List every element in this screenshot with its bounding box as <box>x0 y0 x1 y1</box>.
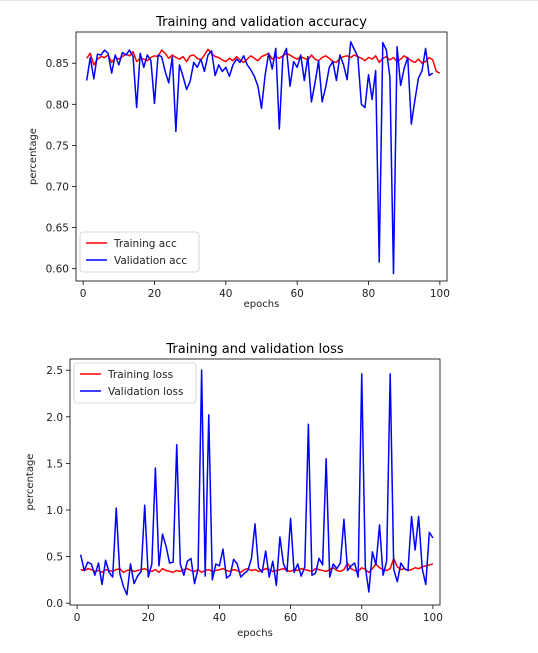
x-tick-label: 80 <box>355 612 368 624</box>
y-tick-label: 0.70 <box>46 181 69 193</box>
x-tick-label: 0 <box>74 612 81 624</box>
legend-box <box>73 362 197 404</box>
legend: Training loss Validation loss <box>73 362 197 404</box>
x-axis-label: epochs <box>244 299 280 310</box>
series-line-training <box>80 557 434 574</box>
x-tick-label: 60 <box>290 288 303 300</box>
y-tick-label: 1.0 <box>46 505 63 517</box>
x-tick-label: 60 <box>284 612 297 624</box>
y-tick-label: 0.75 <box>46 140 69 152</box>
plot-frame <box>75 31 448 282</box>
x-tick-label: 80 <box>362 288 375 300</box>
series-line-validation <box>79 369 434 596</box>
legend-label: Validation loss <box>108 386 183 398</box>
x-tick-label: 20 <box>148 288 161 300</box>
x-tick-label: 100 <box>423 612 443 624</box>
legend-box <box>79 231 200 273</box>
x-tick-label: 20 <box>142 612 155 624</box>
legend-label: Training acc <box>113 238 177 250</box>
y-tick-label: 0.80 <box>46 99 69 111</box>
y-tick-label: 0.85 <box>46 58 69 70</box>
x-tick-label: 100 <box>430 288 450 300</box>
top-separator-line <box>0 0 538 1</box>
chart-1: Training and validation accuracy 0 20 40 60 8… <box>28 15 450 310</box>
plot-frame <box>69 358 441 606</box>
chart-2: Training and validation loss 0 20 40 60 80 100… <box>25 342 443 639</box>
legend-label: Validation acc <box>114 255 187 267</box>
y-tick-label: 2.0 <box>46 412 63 424</box>
y-axis-label: percentage <box>28 128 39 185</box>
y-tick-label: 0.0 <box>46 598 63 610</box>
x-tick-label: 0 <box>80 288 87 300</box>
legend-label: Training loss <box>107 369 173 381</box>
y-axis-label: percentage <box>25 454 36 511</box>
x-tick-label: 40 <box>219 288 232 300</box>
chart-title: Training and validation loss <box>165 342 343 357</box>
y-tick-label: 0.5 <box>46 552 63 564</box>
y-tick-label: 0.60 <box>46 264 69 276</box>
series-line-validation <box>85 41 434 275</box>
legend: Training acc Validation acc <box>79 231 200 273</box>
y-tick-label: 0.65 <box>46 223 69 235</box>
y-tick-label: 1.5 <box>46 458 63 470</box>
x-axis-label: epochs <box>237 628 273 639</box>
chart-title: Training and validation accuracy <box>155 15 367 30</box>
y-tick-label: 2.5 <box>46 365 63 377</box>
x-tick-label: 40 <box>213 612 226 624</box>
